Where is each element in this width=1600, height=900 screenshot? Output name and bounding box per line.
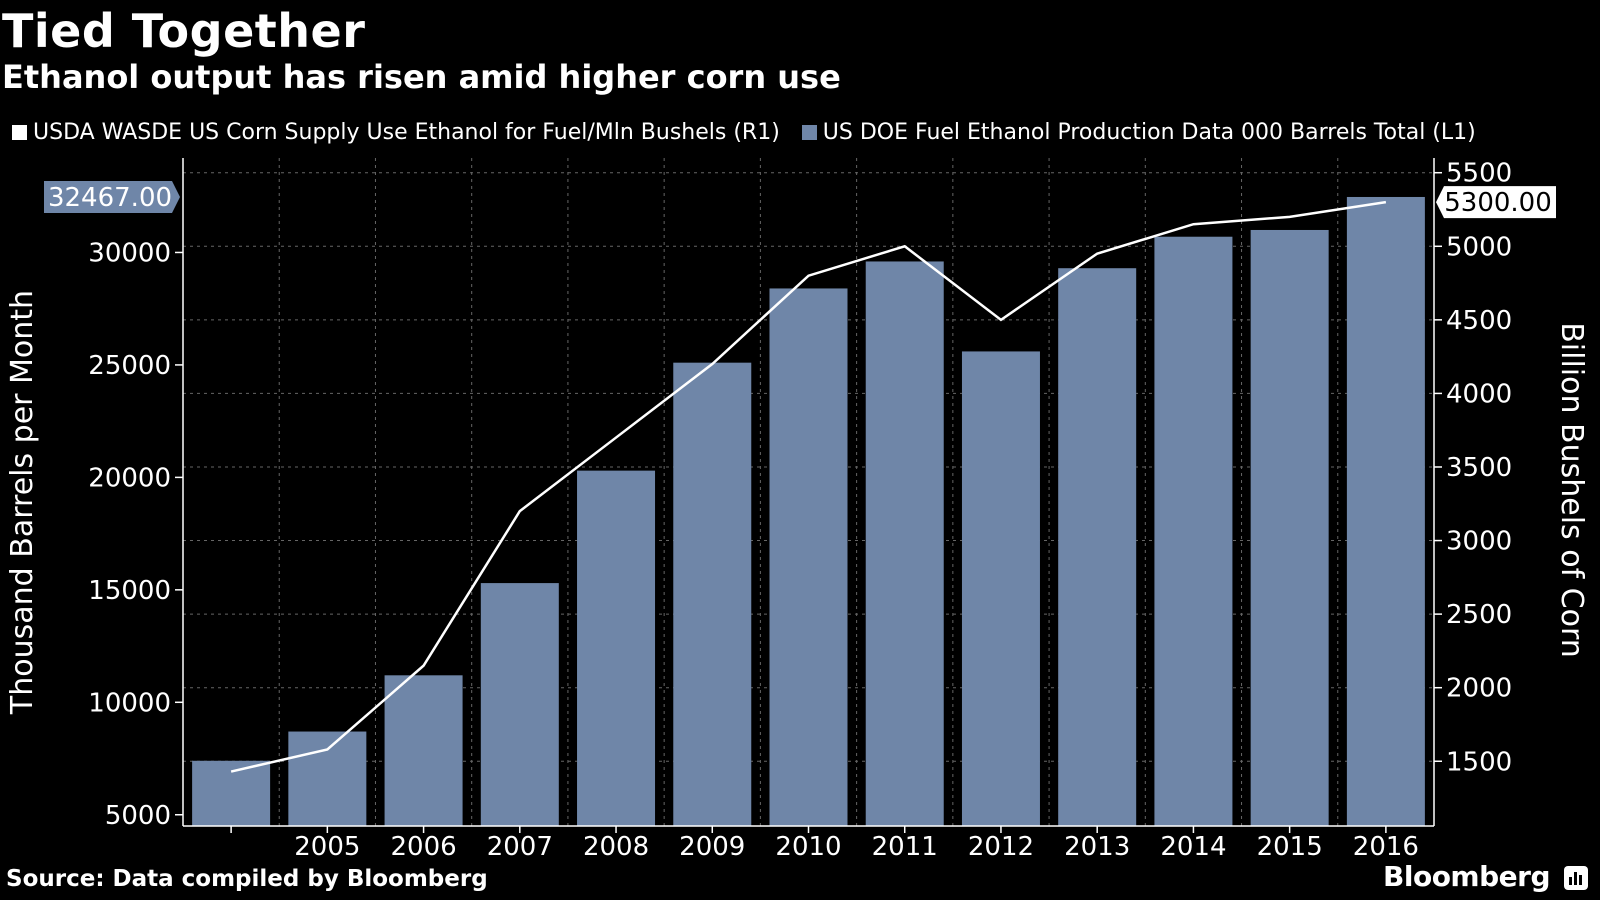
legend-item-corn: USDA WASDE US Corn Supply Use Ethanol fo… bbox=[12, 120, 780, 145]
right-tick-label: 4000 bbox=[1446, 379, 1512, 409]
x-tick-label: 2010 bbox=[775, 832, 841, 862]
bar-ethanol-2010 bbox=[769, 288, 848, 826]
last-value-tag-left bbox=[44, 180, 180, 213]
line-corn-series bbox=[230, 200, 1387, 773]
left-tick-label: 30000 bbox=[88, 238, 171, 268]
bar-ethanol-2004 bbox=[192, 760, 271, 826]
right-tick-label: 5500 bbox=[1446, 159, 1512, 189]
right-tick-label: 2500 bbox=[1446, 600, 1512, 630]
x-tick-label: 2011 bbox=[872, 832, 938, 862]
bar-ethanol-2005 bbox=[288, 731, 367, 826]
x-tick-label: 2012 bbox=[968, 832, 1034, 862]
last-value-tag-right bbox=[1436, 186, 1556, 219]
legend-item-ethanol: US DOE Fuel Ethanol Production Data 000 … bbox=[801, 120, 1476, 145]
right-tick-label: 4500 bbox=[1446, 306, 1512, 336]
left-tick-label: 25000 bbox=[88, 351, 171, 381]
source-note: Source: Data compiled by Bloomberg bbox=[6, 866, 488, 892]
bar-ethanol-2014 bbox=[1154, 236, 1233, 827]
bloomberg-icon bbox=[1564, 866, 1588, 890]
right-tick-label: 3000 bbox=[1446, 527, 1512, 557]
x-tick-label: 2005 bbox=[294, 832, 360, 862]
x-tick-label: 2008 bbox=[583, 832, 649, 862]
x-tick-label: 2013 bbox=[1064, 832, 1130, 862]
x-tick-label: 2006 bbox=[390, 832, 456, 862]
last-value-label-left: 32467.00 bbox=[48, 183, 172, 213]
bar-ethanol-2016 bbox=[1346, 196, 1425, 826]
bar-ethanol-2006 bbox=[384, 675, 463, 826]
brand-logo: Bloomberg bbox=[1383, 860, 1550, 893]
bar-ethanol-2015 bbox=[1250, 229, 1329, 826]
right-tick-label: 1500 bbox=[1446, 747, 1512, 777]
right-tick-label: 2000 bbox=[1446, 674, 1512, 704]
legend-swatch-ethanol bbox=[801, 125, 817, 140]
bar-ethanol-2008 bbox=[577, 470, 656, 826]
x-tick-label: 2014 bbox=[1160, 832, 1226, 862]
x-tick-label: 2007 bbox=[487, 832, 553, 862]
right-tick-label: 3500 bbox=[1446, 453, 1512, 483]
right-axis-title: Billion Bushels of Corn bbox=[1554, 322, 1589, 658]
left-tick-label: 10000 bbox=[88, 688, 171, 718]
left-axis-title: Thousand Barrels per Month bbox=[5, 290, 40, 715]
last-value-label-right: 5300.00 bbox=[1444, 188, 1552, 218]
chart-subtitle: Ethanol output has risen amid higher cor… bbox=[2, 58, 841, 96]
bar-ethanol-2012 bbox=[961, 351, 1040, 826]
bar-ethanol-2009 bbox=[673, 362, 752, 826]
right-tick-label: 5000 bbox=[1446, 232, 1512, 262]
legend-label-ethanol: US DOE Fuel Ethanol Production Data 000 … bbox=[822, 120, 1476, 145]
legend: USDA WASDE US Corn Supply Use Ethanol fo… bbox=[12, 120, 1498, 145]
x-tick-label: 2015 bbox=[1257, 832, 1323, 862]
legend-swatch-corn bbox=[12, 125, 27, 140]
left-tick-label: 20000 bbox=[88, 463, 171, 493]
x-tick-label: 2009 bbox=[679, 832, 745, 862]
x-tick-label: 2016 bbox=[1353, 832, 1419, 862]
bar-ethanol-2013 bbox=[1058, 268, 1137, 826]
legend-label-corn: USDA WASDE US Corn Supply Use Ethanol fo… bbox=[33, 120, 780, 145]
left-tick-label: 5000 bbox=[105, 801, 171, 831]
bar-ethanol-2011 bbox=[865, 261, 944, 826]
chart-title: Tied Together bbox=[2, 4, 366, 58]
bar-ethanol-2007 bbox=[480, 583, 559, 826]
left-tick-label: 15000 bbox=[88, 576, 171, 606]
